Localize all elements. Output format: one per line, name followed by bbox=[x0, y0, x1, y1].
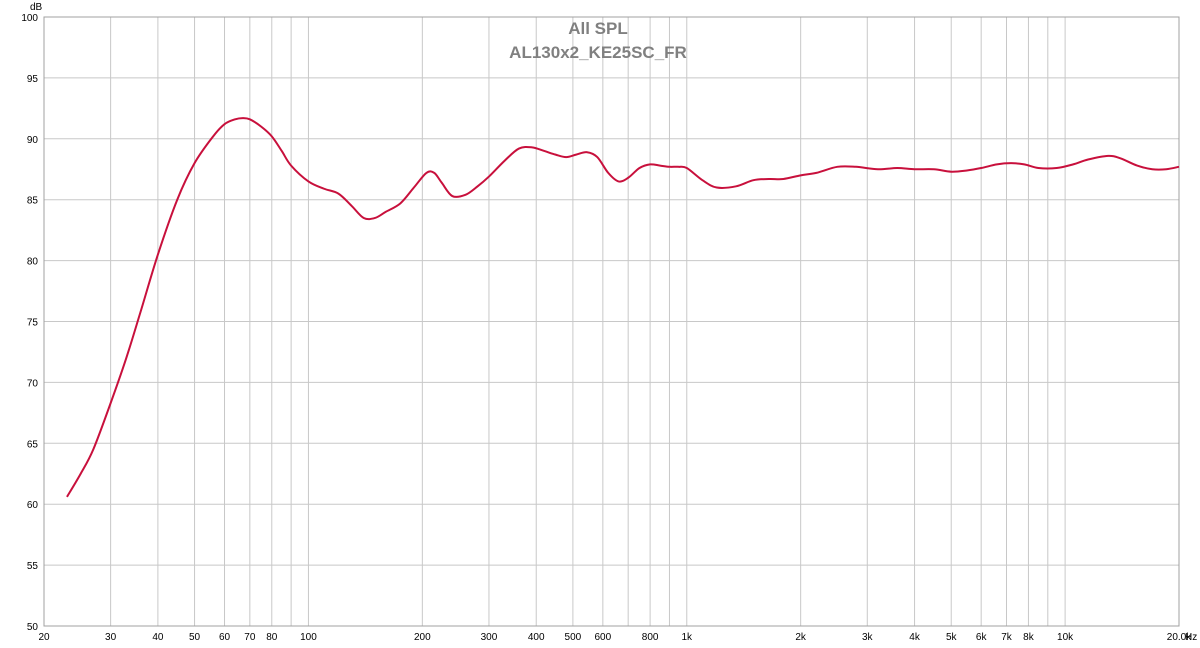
x-tick-label: 4k bbox=[909, 632, 921, 643]
x-tick-label: 10k bbox=[1057, 632, 1074, 643]
y-tick-label: 70 bbox=[27, 378, 39, 389]
x-tick-label: 2k bbox=[795, 632, 807, 643]
y-tick-label: 65 bbox=[27, 439, 39, 450]
x-tick-label: 60 bbox=[219, 632, 231, 643]
x-tick-label: 80 bbox=[266, 632, 278, 643]
x-tick-label: 30 bbox=[105, 632, 117, 643]
x-tick-label: 800 bbox=[642, 632, 659, 643]
x-tick-label: 20 bbox=[38, 632, 50, 643]
y-tick-label: 75 bbox=[27, 318, 39, 329]
x-tick-label: 5k bbox=[946, 632, 958, 643]
x-tick-label: 50 bbox=[189, 632, 201, 643]
spl-curve-line bbox=[66, 117, 1180, 498]
x-tick-label: 6k bbox=[976, 632, 988, 643]
chart-title: All SPL bbox=[568, 19, 628, 38]
y-unit-label: dB bbox=[30, 2, 43, 13]
y-tick-label: 55 bbox=[27, 561, 39, 572]
x-tick-label: 3k bbox=[862, 632, 874, 643]
y-tick-label: 60 bbox=[27, 500, 39, 511]
x-tick-label: 100 bbox=[300, 632, 317, 643]
y-tick-label: 80 bbox=[27, 257, 39, 268]
x-tick-label: 500 bbox=[565, 632, 582, 643]
x-tick-label: 300 bbox=[481, 632, 498, 643]
x-tick-label: 8k bbox=[1023, 632, 1035, 643]
series-group bbox=[66, 117, 1180, 498]
x-tick-labels: 20 30 40 50 60 70 80 100 200 300 400 500 600 800 1k 2k 3… bbox=[38, 632, 1192, 643]
y-tick-label: 50 bbox=[27, 622, 39, 633]
y-tick-label: 90 bbox=[27, 135, 39, 146]
chart-subtitle: AL130x2_KE25SC_FR bbox=[509, 43, 687, 62]
y-tick-label: 95 bbox=[27, 74, 39, 85]
x-tick-label: 200 bbox=[414, 632, 431, 643]
plot-frame bbox=[43, 16, 1180, 627]
x-tick-label: 1k bbox=[681, 632, 693, 643]
y-tick-label: 85 bbox=[27, 196, 39, 207]
x-tick-label: 7k bbox=[1001, 632, 1013, 643]
x-tick-label: 20.0k bbox=[1167, 632, 1192, 643]
x-tick-label: 400 bbox=[528, 632, 545, 643]
x-unit-label: Hz bbox=[1185, 632, 1197, 643]
y-tick-label: 100 bbox=[21, 13, 38, 24]
x-tick-label: 70 bbox=[244, 632, 256, 643]
x-tick-label: 40 bbox=[152, 632, 164, 643]
x-tick-label: 600 bbox=[595, 632, 612, 643]
y-tick-labels: 50 55 60 65 70 75 80 85 90 95 100 bbox=[21, 13, 38, 633]
